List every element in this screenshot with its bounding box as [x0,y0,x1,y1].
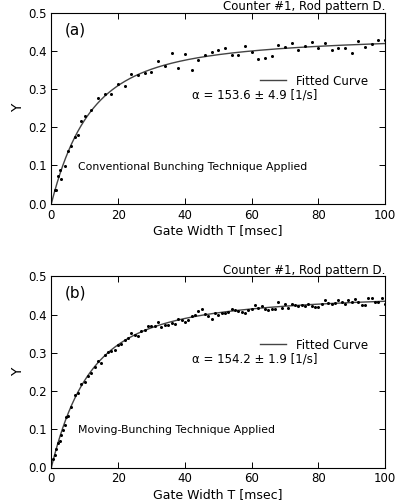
X-axis label: Gate Width T [msec]: Gate Width T [msec] [154,224,283,237]
Legend: Fitted Curve: Fitted Curve [256,70,372,92]
Text: (b): (b) [65,286,86,301]
X-axis label: Gate Width T [msec]: Gate Width T [msec] [154,488,283,500]
Y-axis label: Y: Y [11,104,25,112]
Text: (a): (a) [65,22,86,37]
Text: Moving-Bunching Technique Applied: Moving-Bunching Technique Applied [78,426,275,436]
Y-axis label: Y: Y [11,368,25,376]
Legend: Fitted Curve: Fitted Curve [256,334,372,356]
Text: Counter #1, Rod pattern D.: Counter #1, Rod pattern D. [223,0,385,12]
Text: Counter #1, Rod pattern D.: Counter #1, Rod pattern D. [223,264,385,276]
Text: α = 153.6 ± 4.9 [1/s]: α = 153.6 ± 4.9 [1/s] [192,89,317,102]
Text: Conventional Bunching Technique Applied: Conventional Bunching Technique Applied [78,162,307,172]
Text: α = 154.2 ± 1.9 [1/s]: α = 154.2 ± 1.9 [1/s] [192,353,317,366]
